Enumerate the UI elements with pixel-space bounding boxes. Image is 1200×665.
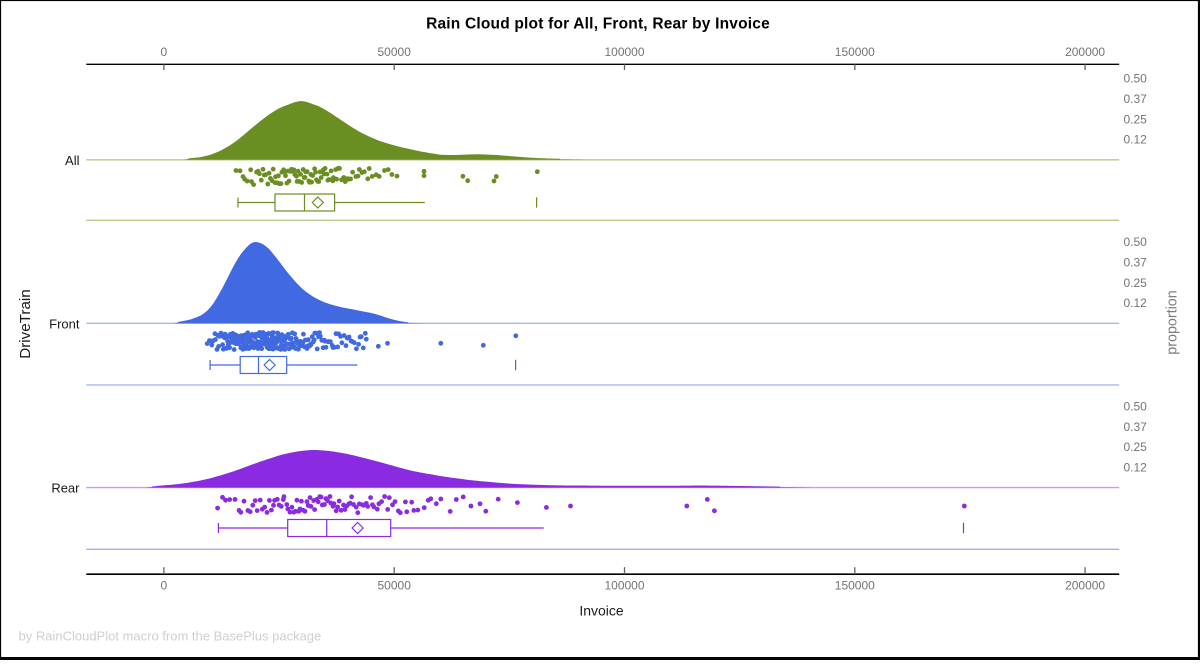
svg-text:DriveTrain: DriveTrain <box>17 289 34 358</box>
svg-text:0.50: 0.50 <box>1124 72 1148 86</box>
svg-text:200000: 200000 <box>1065 578 1105 592</box>
svg-text:Invoice: Invoice <box>579 603 624 619</box>
svg-text:0.25: 0.25 <box>1124 112 1148 126</box>
svg-text:50000: 50000 <box>378 45 412 59</box>
svg-text:0.12: 0.12 <box>1124 461 1148 475</box>
svg-text:0.25: 0.25 <box>1124 276 1148 290</box>
svg-text:200000: 200000 <box>1065 45 1105 59</box>
svg-text:All: All <box>65 153 80 168</box>
svg-text:0.12: 0.12 <box>1124 133 1148 147</box>
svg-text:50000: 50000 <box>378 578 412 592</box>
svg-text:150000: 150000 <box>835 578 875 592</box>
svg-text:0.50: 0.50 <box>1124 235 1148 249</box>
svg-text:0.25: 0.25 <box>1124 440 1148 454</box>
svg-text:150000: 150000 <box>835 45 875 59</box>
svg-text:proportion: proportion <box>1165 290 1181 354</box>
svg-text:Rear: Rear <box>51 481 80 496</box>
svg-text:0: 0 <box>161 578 168 592</box>
svg-text:0: 0 <box>161 45 168 59</box>
svg-text:100000: 100000 <box>604 45 644 59</box>
svg-text:by RainCloudPlot macro from th: by RainCloudPlot macro from the BasePlus… <box>19 629 322 644</box>
svg-text:0.37: 0.37 <box>1124 92 1148 106</box>
svg-text:Front: Front <box>49 316 80 331</box>
svg-text:Rain Cloud plot for All, Front: Rain Cloud plot for All, Front, Rear by … <box>426 15 770 32</box>
svg-text:0.12: 0.12 <box>1124 296 1148 310</box>
svg-text:0.50: 0.50 <box>1124 399 1148 413</box>
svg-text:100000: 100000 <box>604 578 644 592</box>
svg-text:0.37: 0.37 <box>1124 420 1148 434</box>
svg-text:0.37: 0.37 <box>1124 256 1148 270</box>
